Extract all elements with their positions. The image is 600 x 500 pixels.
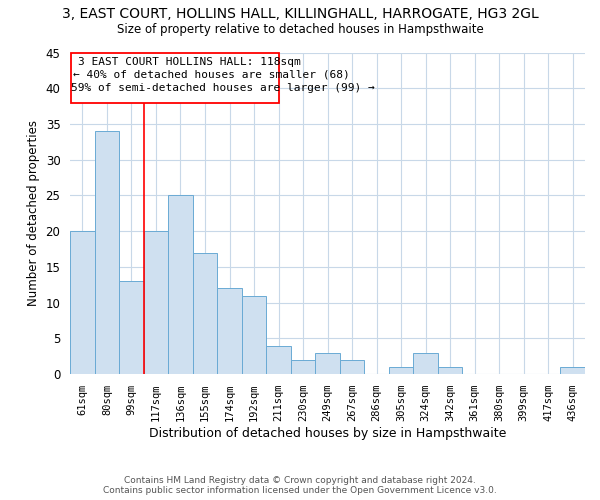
Text: 3, EAST COURT, HOLLINS HALL, KILLINGHALL, HARROGATE, HG3 2GL: 3, EAST COURT, HOLLINS HALL, KILLINGHALL… bbox=[62, 8, 538, 22]
Bar bbox=[70, 231, 95, 374]
Bar bbox=[217, 288, 242, 374]
Bar bbox=[193, 252, 217, 374]
Y-axis label: Number of detached properties: Number of detached properties bbox=[27, 120, 40, 306]
Bar bbox=[168, 196, 193, 374]
Bar bbox=[413, 353, 438, 374]
Bar bbox=[389, 367, 413, 374]
Bar bbox=[438, 367, 463, 374]
Bar bbox=[95, 131, 119, 374]
Text: ← 40% of detached houses are smaller (68): ← 40% of detached houses are smaller (68… bbox=[73, 70, 350, 80]
Text: 59% of semi-detached houses are larger (99) →: 59% of semi-detached houses are larger (… bbox=[71, 82, 374, 92]
Bar bbox=[560, 367, 585, 374]
Bar bbox=[144, 231, 168, 374]
Text: Size of property relative to detached houses in Hampsthwaite: Size of property relative to detached ho… bbox=[116, 22, 484, 36]
Bar bbox=[340, 360, 364, 374]
Text: Contains HM Land Registry data © Crown copyright and database right 2024.
Contai: Contains HM Land Registry data © Crown c… bbox=[103, 476, 497, 495]
Bar bbox=[316, 353, 340, 374]
FancyBboxPatch shape bbox=[71, 52, 278, 102]
Bar bbox=[291, 360, 316, 374]
Bar bbox=[266, 346, 291, 374]
Text: 3 EAST COURT HOLLINS HALL: 118sqm: 3 EAST COURT HOLLINS HALL: 118sqm bbox=[78, 57, 301, 67]
X-axis label: Distribution of detached houses by size in Hampsthwaite: Distribution of detached houses by size … bbox=[149, 427, 506, 440]
Bar bbox=[242, 296, 266, 374]
Bar bbox=[119, 282, 144, 374]
